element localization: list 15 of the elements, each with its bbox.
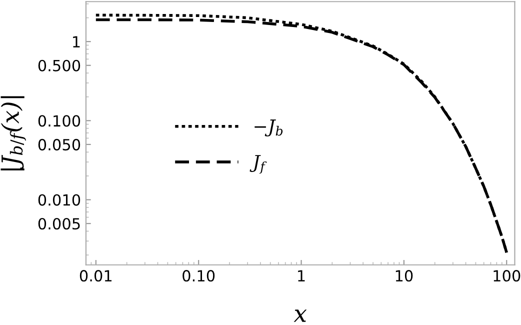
- y-tick-label: 0.005: [38, 218, 80, 230]
- y-tick-label: 0.050: [38, 138, 80, 150]
- x-tick-label: 0.10: [182, 270, 215, 282]
- y-tick-label: 1: [73, 36, 80, 48]
- y-tick-label: 0.100: [38, 115, 80, 127]
- x-tick-label: 0.01: [80, 270, 112, 282]
- x-tick-label: 1: [298, 270, 305, 282]
- legend-label: J$_{f}$: [250, 155, 267, 174]
- x-axis-title: x: [294, 310, 307, 322]
- x-tick-label: 100: [494, 270, 520, 282]
- y-tick-label: 0.010: [38, 194, 80, 206]
- y-axis-title: |J$_{b/f}$(x)|: [0, 96, 26, 170]
- y-tick-label: 0.500: [38, 60, 80, 72]
- legend-label: −J$_{b}$: [254, 120, 283, 136]
- x-tick-label: 10: [396, 270, 413, 282]
